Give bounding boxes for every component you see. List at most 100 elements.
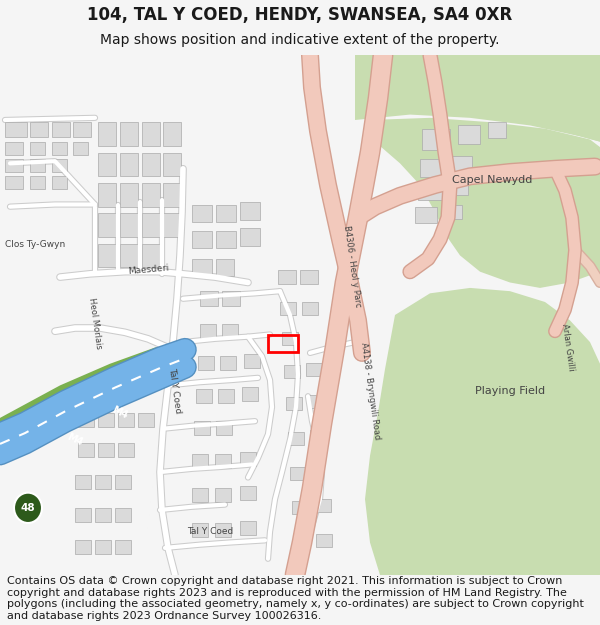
Bar <box>98 183 116 207</box>
Polygon shape <box>355 55 600 142</box>
Bar <box>198 356 214 370</box>
Bar <box>5 142 23 154</box>
Circle shape <box>14 492 42 523</box>
Bar <box>284 365 300 378</box>
Bar <box>192 204 212 222</box>
Text: Capel Newydd: Capel Newydd <box>452 174 532 184</box>
Bar <box>142 244 160 268</box>
Bar <box>95 508 111 522</box>
Text: B4306 - Heol y Parc: B4306 - Heol y Parc <box>342 225 362 308</box>
Bar <box>98 443 114 457</box>
Text: Clos Ty-Gwyn: Clos Ty-Gwyn <box>5 240 65 249</box>
Bar <box>240 451 256 466</box>
Text: Heol Morlais: Heol Morlais <box>87 298 103 350</box>
Bar <box>242 386 258 401</box>
Bar <box>163 213 181 237</box>
Bar <box>458 126 480 144</box>
Bar <box>52 176 67 189</box>
Bar <box>118 412 134 427</box>
Bar <box>244 354 260 368</box>
Bar <box>98 122 116 146</box>
Bar <box>288 432 304 445</box>
Bar <box>218 389 234 402</box>
Text: Arlan Gwilli: Arlan Gwilli <box>560 323 576 372</box>
Bar <box>222 291 240 306</box>
Bar <box>192 231 212 248</box>
Bar <box>120 152 138 176</box>
Bar <box>192 488 208 502</box>
Bar <box>215 454 231 468</box>
Bar <box>30 159 45 172</box>
Bar <box>280 302 296 315</box>
Bar <box>415 207 437 223</box>
Bar <box>444 204 462 219</box>
Bar <box>200 324 216 338</box>
Bar <box>488 122 506 138</box>
Bar <box>120 244 138 268</box>
Bar <box>220 356 236 370</box>
Bar <box>138 412 154 427</box>
Bar <box>448 179 468 195</box>
Bar <box>192 454 208 468</box>
Bar <box>52 142 67 154</box>
Bar <box>200 291 218 306</box>
Bar <box>142 213 160 237</box>
Text: Tal Y Coed: Tal Y Coed <box>167 368 182 414</box>
Bar <box>120 183 138 207</box>
Text: Maesderi: Maesderi <box>127 263 169 276</box>
Bar <box>302 302 318 315</box>
Bar <box>240 521 256 535</box>
Bar <box>282 332 298 346</box>
Bar <box>216 231 236 248</box>
Bar <box>418 183 442 200</box>
Bar <box>268 334 298 352</box>
Bar <box>75 541 91 554</box>
Bar <box>5 122 27 138</box>
Bar <box>163 183 181 207</box>
Text: 104, TAL Y COED, HENDY, SWANSEA, SA4 0XR: 104, TAL Y COED, HENDY, SWANSEA, SA4 0XR <box>88 6 512 24</box>
Bar <box>5 159 23 172</box>
Polygon shape <box>485 55 600 142</box>
Bar <box>98 152 116 176</box>
Bar <box>290 467 306 479</box>
Bar <box>52 122 70 138</box>
Bar <box>422 129 450 151</box>
Bar <box>98 412 114 427</box>
Bar <box>163 122 181 146</box>
Bar <box>420 159 446 177</box>
Bar <box>5 176 23 189</box>
Bar <box>30 176 45 189</box>
Bar <box>52 159 67 172</box>
Text: 48: 48 <box>20 503 35 513</box>
Bar <box>222 324 238 338</box>
Bar <box>142 183 160 207</box>
Bar <box>306 362 322 376</box>
Bar <box>115 476 131 489</box>
Bar <box>240 202 260 219</box>
Polygon shape <box>0 356 185 461</box>
Bar <box>310 430 326 443</box>
Text: Map shows position and indicative extent of the property.: Map shows position and indicative extent… <box>100 32 500 47</box>
Bar <box>294 536 310 549</box>
Text: Playing Field: Playing Field <box>475 386 545 396</box>
Bar <box>286 398 302 411</box>
Bar <box>115 508 131 522</box>
Bar <box>120 213 138 237</box>
Bar <box>192 259 212 276</box>
Bar <box>118 443 134 457</box>
Text: Tal Y Coed: Tal Y Coed <box>187 527 233 536</box>
Bar <box>75 508 91 522</box>
Bar <box>452 156 472 172</box>
Bar <box>30 142 45 154</box>
Bar <box>216 204 236 222</box>
Bar <box>75 476 91 489</box>
Bar <box>216 421 232 435</box>
Bar <box>240 486 256 500</box>
Bar <box>78 443 94 457</box>
Bar <box>315 499 331 512</box>
Bar <box>142 152 160 176</box>
Bar <box>308 395 324 408</box>
Polygon shape <box>365 288 600 575</box>
Polygon shape <box>370 118 600 288</box>
Bar <box>98 244 116 268</box>
